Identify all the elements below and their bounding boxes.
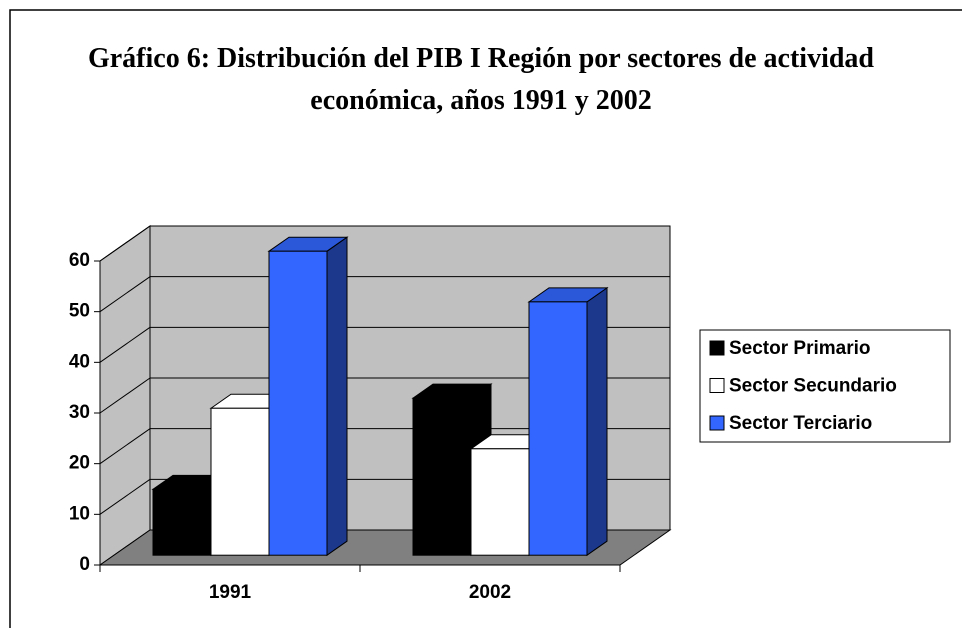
- grid-line: [99, 428, 151, 465]
- x-tick-label: 2002: [469, 582, 511, 603]
- y-tick-label: 0: [79, 554, 90, 575]
- grid-line: [99, 377, 151, 414]
- legend-swatch: [709, 415, 725, 431]
- legend-label: Sector Primario: [729, 338, 871, 359]
- y-tick-label: 20: [69, 453, 90, 474]
- legend-box: [699, 329, 951, 443]
- legend-swatch: [709, 340, 725, 356]
- grid-line: [99, 326, 151, 363]
- bar-side: [586, 286, 608, 557]
- bar: [412, 397, 472, 556]
- y-tick-label: 40: [69, 351, 90, 372]
- bar: [152, 488, 212, 556]
- legend-label: Sector Terciario: [729, 413, 872, 434]
- grid-line: [99, 478, 151, 515]
- legend-label: Sector Secundario: [729, 376, 897, 397]
- chart-border: [9, 9, 962, 628]
- bar: [210, 407, 270, 556]
- bar: [470, 448, 530, 556]
- y-tick-label: 10: [69, 503, 90, 524]
- grid-line: [99, 276, 151, 313]
- chart-title: Gráfico 6: Distribución del PIB I Región…: [87, 43, 875, 116]
- legend-swatch: [709, 378, 725, 393]
- y-tick-label: 30: [69, 402, 90, 423]
- bar: [528, 301, 588, 556]
- grid-line: [99, 225, 151, 262]
- bar-side: [326, 236, 348, 557]
- x-tick-label: 1991: [209, 582, 252, 603]
- bar: [268, 250, 328, 556]
- y-tick-label: 50: [69, 301, 90, 322]
- y-tick-label: 60: [69, 250, 90, 271]
